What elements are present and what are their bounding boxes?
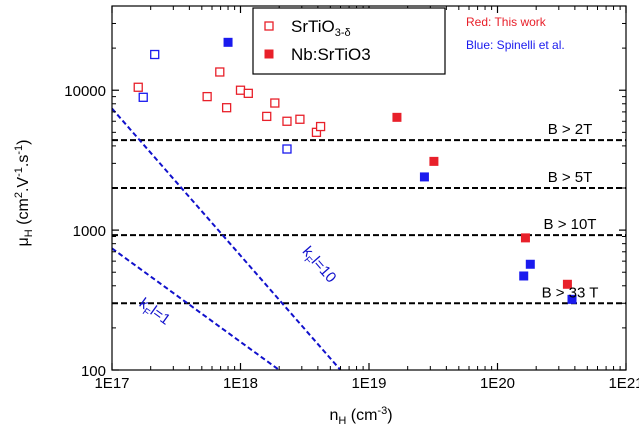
legend-label-sub: 3-δ: [335, 27, 351, 39]
open-square-marker: [215, 67, 225, 77]
filled-square-marker: [519, 271, 529, 281]
kfl-line: [112, 247, 280, 370]
filled-square-marker: [392, 112, 402, 122]
data-markers: [133, 37, 577, 304]
y-axis-label-sup1: 2: [13, 192, 25, 198]
open-square-marker: [262, 111, 272, 122]
source-note: Blue: Spinelli et al.: [466, 38, 565, 52]
x-axis-label-sup: -3: [377, 405, 387, 417]
source-note: Red: This work: [466, 15, 547, 29]
kfl-line: [112, 107, 342, 370]
source-notes: Red: This work Blue: Spinelli et al.: [466, 15, 565, 52]
filled-square-marker: [429, 156, 439, 166]
legend: SrTiO3-δ Nb:SrTiO3: [252, 7, 446, 75]
threshold-label: B > 2T: [548, 121, 593, 138]
x-tick-label: 1E19: [351, 375, 386, 392]
filled-square-marker: [520, 233, 530, 243]
x-tick-label: 1E18: [223, 375, 258, 392]
y-tick-label: 100: [81, 363, 106, 380]
open-square-marker: [202, 91, 212, 102]
threshold-lines: [112, 139, 626, 305]
kfl-label-sub: F: [301, 255, 313, 267]
open-square-marker: [133, 82, 143, 92]
y-axis-label-sub: H: [23, 229, 35, 237]
open-square-marker: [235, 85, 246, 95]
x-tick-label: 1E17: [94, 375, 129, 392]
kfl-label-rest: l=1: [147, 303, 174, 329]
kfl-lines: [112, 107, 342, 370]
y-tick-label: 1000: [73, 223, 106, 240]
open-square-marker: [150, 49, 160, 60]
x-axis-label: nH (cm-3): [329, 405, 392, 427]
x-axis-label-main: n: [329, 407, 338, 424]
y-axis-label-close: ): [15, 140, 32, 145]
threshold-label: B > 33 T: [542, 284, 599, 301]
y-axis-label-sup3: -1: [13, 145, 25, 155]
legend-box: [252, 7, 446, 75]
open-square-marker: [138, 92, 148, 102]
filled-square-marker: [419, 172, 429, 182]
filled-square-marker: [562, 279, 572, 289]
legend-label: SrTiO3-δ: [291, 17, 351, 39]
x-axis-label-after: (cm: [346, 407, 377, 424]
threshold-label: B > 10T: [544, 216, 597, 233]
filled-square-marker: [223, 37, 233, 47]
open-square-marker: [243, 88, 253, 98]
legend-label-main: Nb:SrTiO3: [291, 45, 371, 64]
y-axis-label-mid: .V: [15, 177, 32, 192]
axis-ticks: [111, 5, 627, 371]
legend-label: Nb:SrTiO3: [291, 45, 371, 64]
open-square-marker: [282, 144, 292, 154]
y-axis-label-mid2: .s: [15, 155, 32, 167]
y-axis-label-after: (cm: [15, 198, 32, 229]
open-square-marker: [221, 103, 232, 113]
y-axis-label-main: μ: [15, 237, 32, 246]
open-square-marker: [282, 116, 292, 126]
open-square-marker: [295, 114, 305, 124]
y-tick-label: 10000: [64, 83, 106, 100]
filled-square-marker: [525, 259, 535, 269]
open-square-marker: [270, 98, 280, 108]
kfl-label-sub: F: [140, 306, 151, 318]
legend-marker: [264, 49, 274, 59]
kfl-label: kFl=1: [134, 295, 173, 331]
legend-label-main: SrTiO: [291, 17, 335, 36]
y-axis-label-sup2: -1: [13, 167, 25, 177]
filled-square-marker: [567, 294, 577, 304]
threshold-labels: B > 2T B > 5T B > 10T B > 33 T: [542, 121, 599, 301]
x-axis-label-sub: H: [338, 415, 346, 427]
legend-marker: [264, 21, 274, 31]
threshold-label: B > 5T: [548, 169, 593, 186]
kfl-label: kFl=10: [297, 243, 340, 288]
open-square-marker: [315, 121, 326, 132]
y-axis-label: μH (cm2.V-1.s-1): [13, 140, 35, 247]
x-tick-label: 1E20: [480, 375, 515, 392]
x-axis-label-close: ): [387, 407, 392, 424]
